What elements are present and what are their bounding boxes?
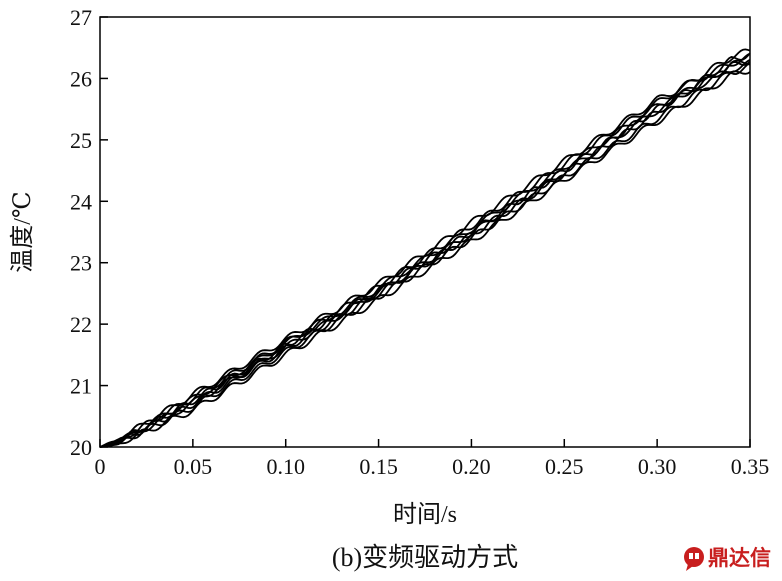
- watermark: 鼎达信: [684, 546, 771, 571]
- y-tick-label: 20: [70, 435, 92, 460]
- y-axis-title: 温度/℃: [9, 191, 36, 273]
- x-tick-label: 0.15: [359, 454, 398, 479]
- y-tick-label: 22: [70, 312, 92, 337]
- x-axis-title: 时间/s: [393, 501, 457, 528]
- watermark-text: 鼎达信: [708, 546, 771, 570]
- x-tick-label: 0.10: [266, 454, 305, 479]
- y-tick-label: 27: [70, 5, 92, 30]
- x-tick-label: 0.25: [545, 454, 584, 479]
- series-line: [99, 70, 751, 448]
- series-line: [99, 58, 751, 448]
- series-curves: [99, 48, 751, 448]
- y-tick-label: 24: [70, 189, 92, 214]
- y-tick-label: 23: [70, 251, 92, 276]
- x-tick-label: 0.20: [452, 454, 491, 479]
- y-tick-label: 26: [70, 66, 92, 91]
- x-tick-label: 0: [95, 454, 106, 479]
- y-axis-ticks: 20 21 22 23 24 25 26 27: [70, 5, 108, 460]
- series-line: [99, 48, 751, 448]
- plot-frame: [99, 16, 751, 448]
- x-tick-label: 0.30: [638, 454, 677, 479]
- x-tick-label: 0.05: [174, 454, 213, 479]
- y-tick-label: 21: [70, 374, 92, 399]
- chat-bubble-logo-icon: [684, 547, 704, 571]
- y-tick-label: 25: [70, 128, 92, 153]
- figure-caption: (b)变频驱动方式: [332, 543, 518, 572]
- x-tick-label: 0.35: [731, 454, 770, 479]
- x-axis-ticks: 0 0.05 0.10 0.15 0.20 0.25 0.30 0.35: [95, 439, 770, 479]
